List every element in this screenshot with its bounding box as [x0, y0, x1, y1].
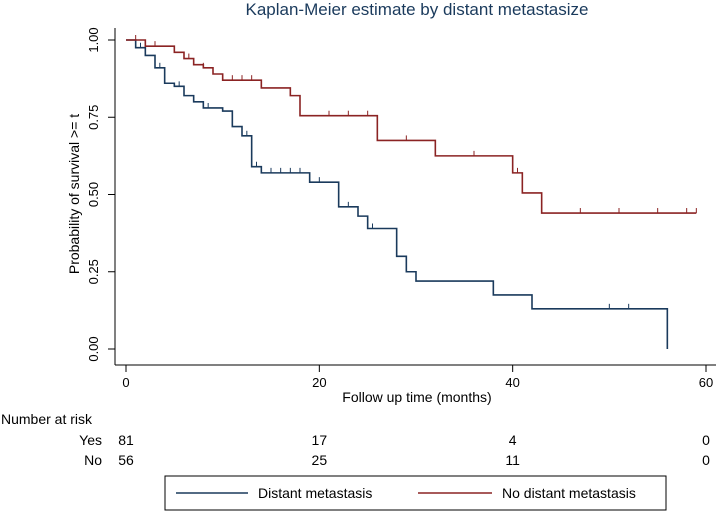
- chart-title: Kaplan-Meier estimate by distant metasta…: [246, 0, 589, 19]
- y-tick-label: 0.75: [86, 105, 101, 130]
- legend-box: [164, 475, 667, 511]
- km-curve-distant-metastasis: [126, 39, 669, 349]
- risk-row-label: No: [84, 452, 102, 468]
- series-layer: [126, 35, 697, 349]
- x-axis-ticks: 0 20 40 60: [122, 365, 713, 390]
- y-tick-label: 0.00: [86, 336, 101, 361]
- legend-label-no-distant-metastasis: No distant metastasis: [502, 485, 636, 501]
- y-tick-label: 0.50: [86, 182, 101, 207]
- x-tick-label: 20: [312, 375, 326, 390]
- y-axis-ticks: 0.00 0.25 0.50 0.75 1.00: [86, 27, 115, 362]
- risk-table-rows: Yes 81 17 4 0 No 56 25 11 0: [79, 432, 710, 468]
- risk-table: Number at risk Yes 81 17 4 0 No 56 25 11 0: [1, 411, 710, 468]
- x-tick-label: 0: [122, 375, 129, 390]
- risk-count: 25: [312, 452, 328, 468]
- legend-label-distant-metastasis: Distant metastasis: [258, 485, 372, 501]
- risk-table-title: Number at risk: [1, 411, 93, 427]
- y-axis-title: Probability of survival >= t: [66, 114, 82, 274]
- risk-count: 11: [505, 452, 520, 468]
- risk-count: 0: [702, 452, 710, 468]
- x-tick-label: 60: [699, 375, 713, 390]
- plot-area: [114, 28, 716, 366]
- risk-count: 81: [118, 432, 134, 448]
- x-tick-label: 40: [505, 375, 519, 390]
- risk-row-label: Yes: [79, 432, 102, 448]
- risk-count: 17: [312, 432, 328, 448]
- risk-count: 0: [702, 432, 710, 448]
- y-tick-label: 1.00: [86, 27, 101, 52]
- x-axis-title: Follow up time (months): [342, 389, 491, 405]
- risk-count: 4: [509, 432, 517, 448]
- risk-count: 56: [118, 452, 134, 468]
- legend: Distant metastasis No distant metastasis: [164, 475, 667, 511]
- y-tick-label: 0.25: [86, 259, 101, 284]
